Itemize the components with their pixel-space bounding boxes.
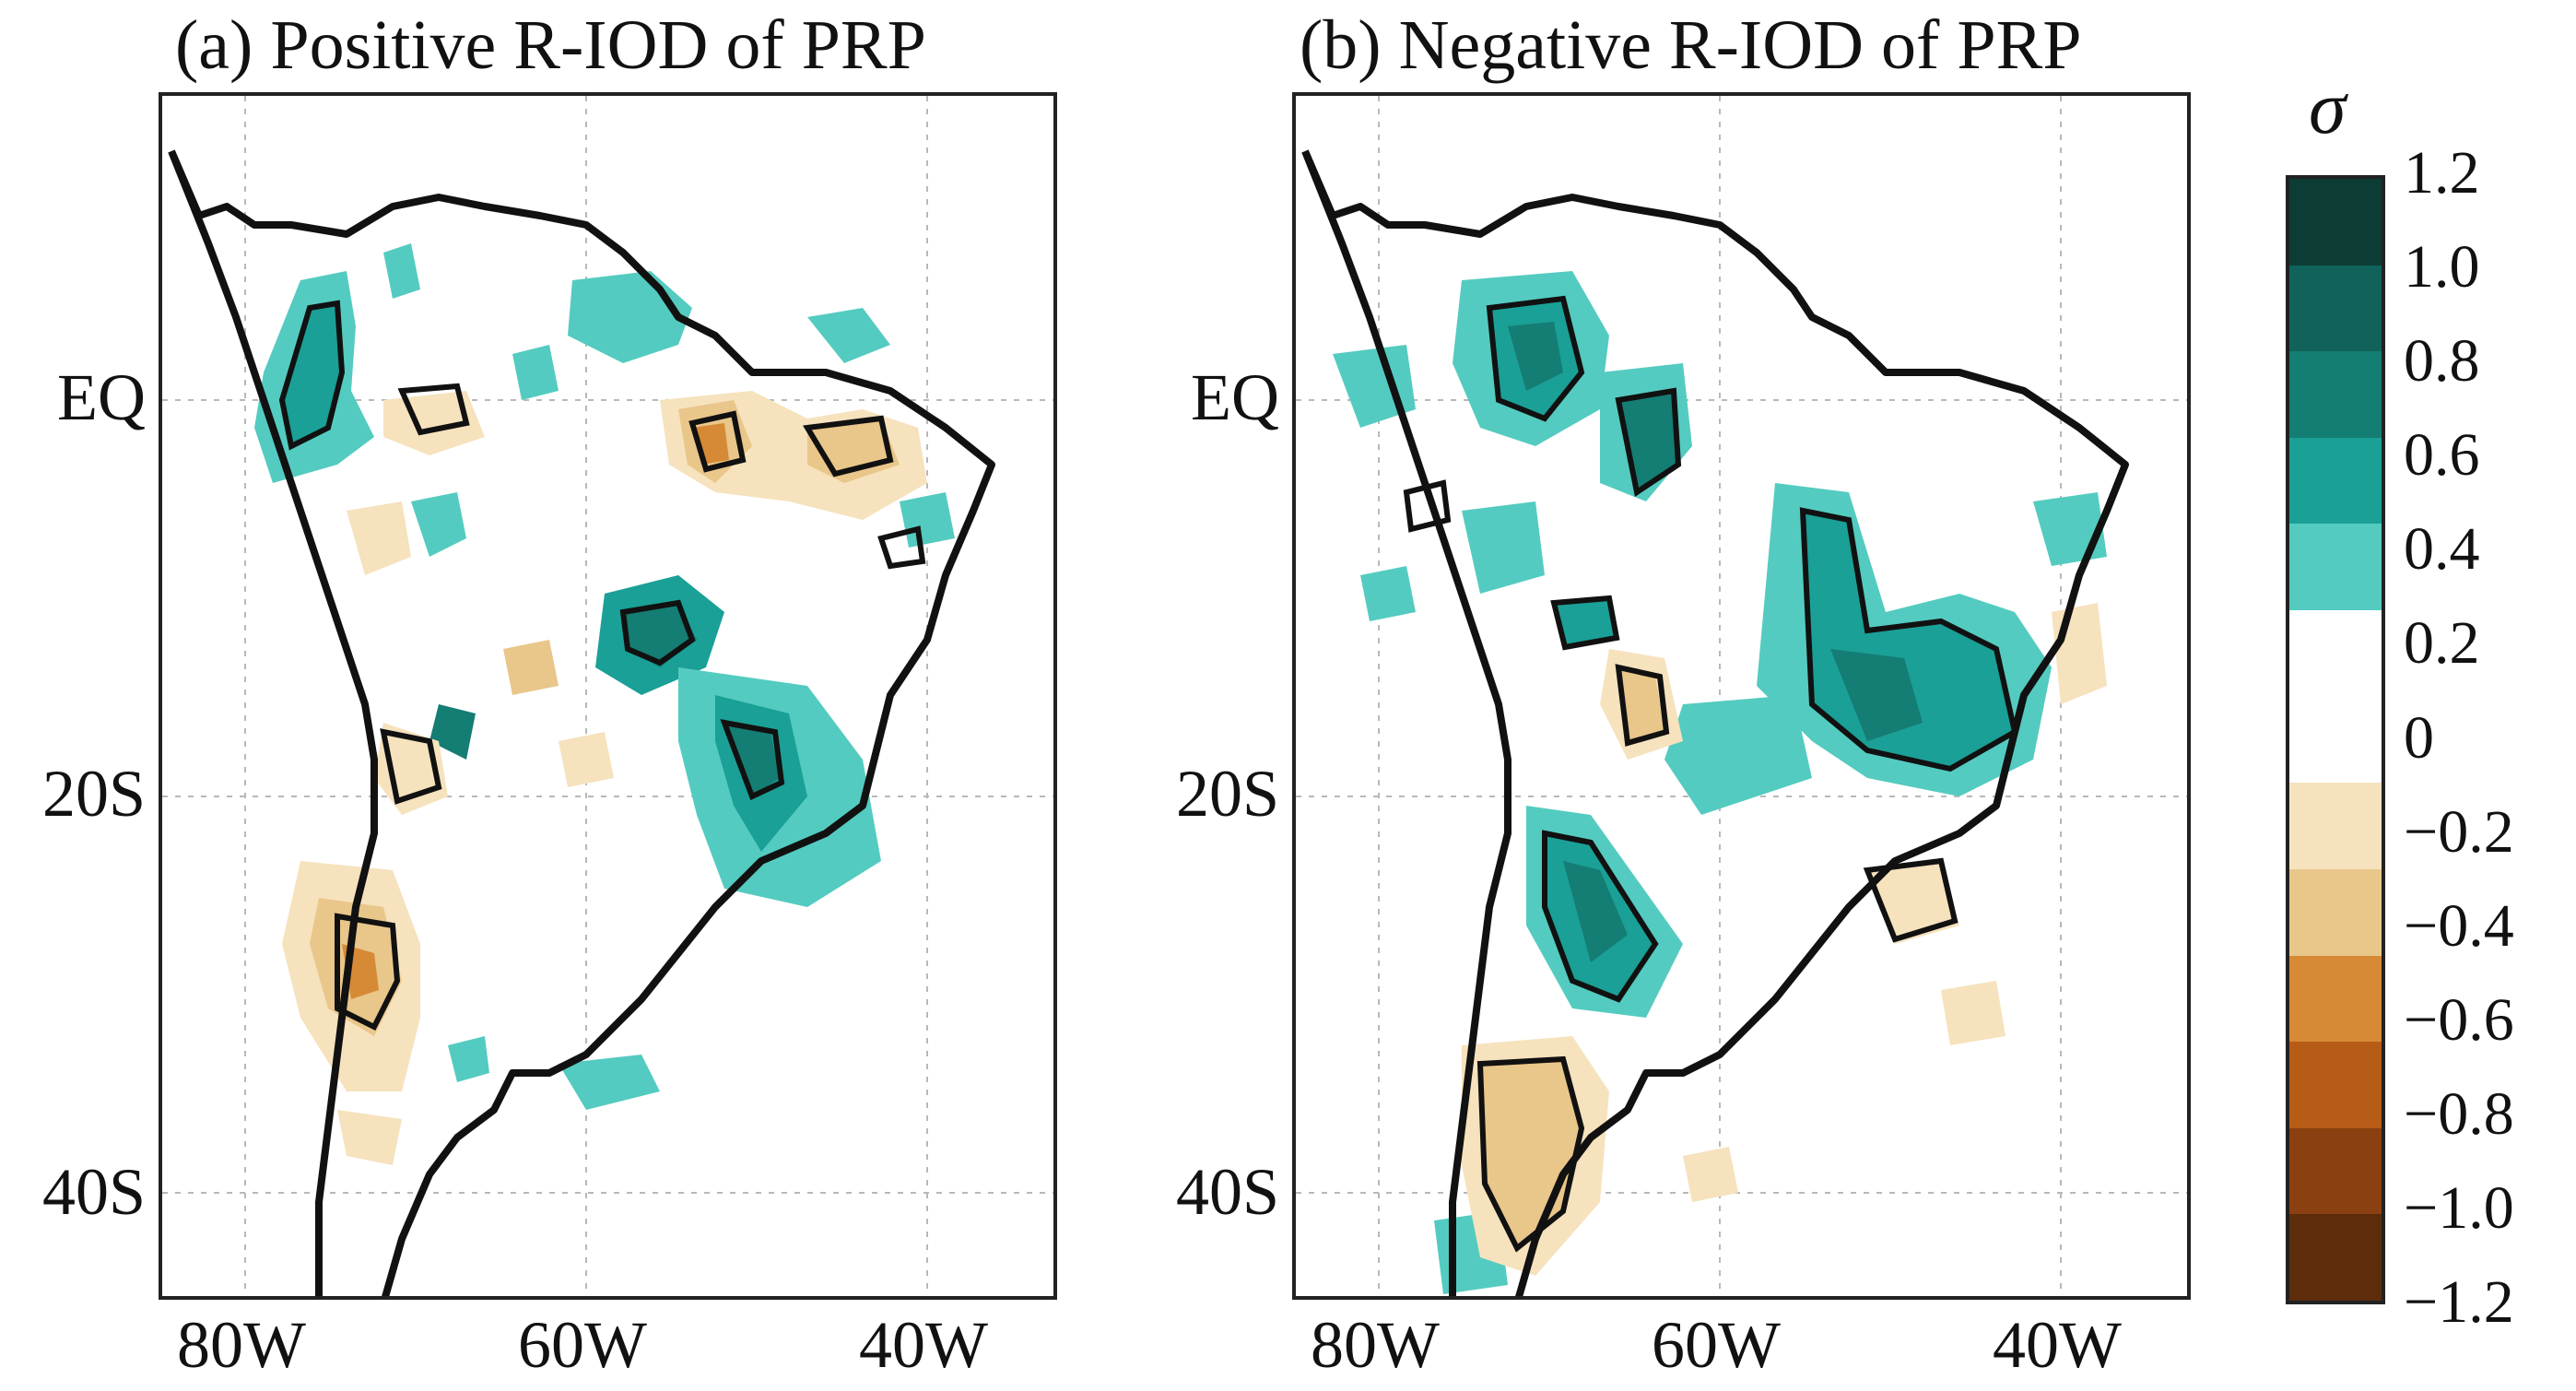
lon-label-40w-a: 40W [859,1308,988,1382]
colorbar-tick-label: 1.2 [2404,139,2480,206]
map-b-significance-contours [1403,295,2018,1253]
lat-label-eq-b: EQ [1191,360,1279,434]
map-a-significance-contours [278,300,926,1031]
colorbar-swatch [2289,696,2382,784]
lon-label-80w-b: 80W [1311,1308,1440,1382]
map-b-coastline [1301,149,2129,1296]
lat-label-40s-b: 40S [1175,1155,1279,1229]
colorbar-title: σ [2309,65,2347,149]
map-a-coastline [168,149,995,1296]
lat-label-20s-b: 20S [1175,757,1279,831]
colorbar-tick-label: 0.6 [2404,421,2480,489]
colorbar-tick-label: −0.2 [2404,797,2514,866]
colorbar-tick-label: −1.2 [2404,1268,2514,1336]
lon-label-60w-b: 60W [1652,1308,1781,1382]
colorbar-tick-label: −1.0 [2404,1173,2514,1242]
colorbar-swatch [2289,179,2382,266]
colorbar [2286,175,2385,1304]
colorbar-tick-label: 0.2 [2404,609,2480,678]
colorbar-swatch [2289,437,2382,525]
colorbar-tick-label: −0.4 [2404,891,2514,960]
colorbar-tick-label: 0.4 [2404,515,2480,584]
lon-label-40w-b: 40W [1993,1308,2122,1382]
map-a-positive-anomalies [254,243,955,1110]
colorbar-swatch [2289,1042,2382,1129]
colorbar-swatch [2289,1127,2382,1216]
map-a-gridlines [162,96,1053,1296]
colorbar-swatch [2289,955,2382,1043]
map-b-gridlines [1296,96,2187,1296]
panel-b-title: (b) Negative R-IOD of PRP [1300,6,2082,84]
colorbar-tick-label: 0.8 [2404,327,2480,395]
map-a-canvas [162,96,1053,1296]
map-panel-a [159,92,1057,1300]
map-panel-b [1292,92,2191,1300]
colorbar-swatch [2289,868,2382,957]
colorbar-tick-label: 0 [2404,703,2434,772]
colorbar-tick-label: 1.0 [2404,233,2480,301]
colorbar-swatch [2289,610,2382,698]
colorbar-swatch [2289,351,2382,439]
map-b-positive-anomalies [1333,271,2107,1294]
colorbar-tick-label: −0.8 [2404,1079,2514,1148]
lon-label-60w-a: 60W [518,1308,647,1382]
colorbar-tick-label: −0.6 [2404,985,2514,1054]
colorbar-swatch [2289,1214,2382,1301]
colorbar-swatch [2289,524,2382,612]
colorbar-swatch [2289,265,2382,353]
lat-label-40s-a: 40S [41,1155,146,1229]
lat-label-20s-a: 20S [41,757,146,831]
colorbar-swatch [2289,783,2382,870]
panel-a-title: (a) Positive R-IOD of PRP [175,6,926,84]
lat-label-eq-a: EQ [57,360,146,434]
map-b-canvas [1296,96,2187,1296]
lon-label-80w-a: 80W [177,1308,306,1382]
